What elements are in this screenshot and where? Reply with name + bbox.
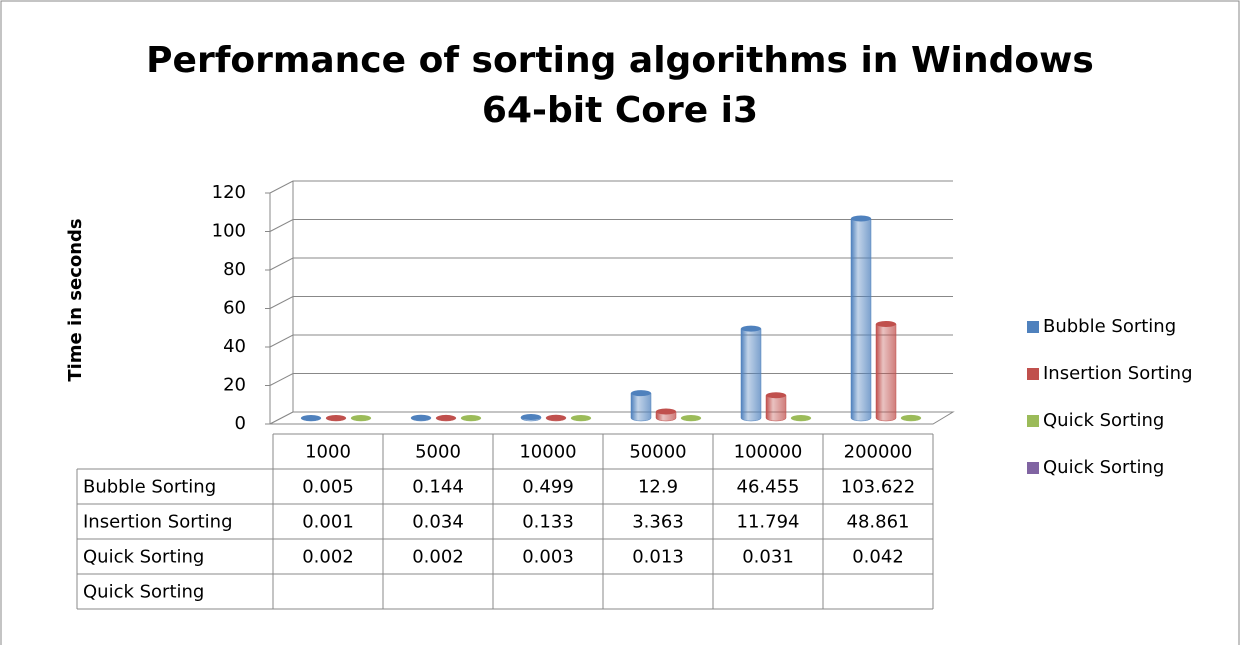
table-row-label: Quick Sorting bbox=[83, 547, 204, 568]
legend-label: Quick Sorting bbox=[1043, 457, 1164, 478]
bar bbox=[655, 408, 677, 422]
bar-top bbox=[461, 414, 481, 421]
x-tick-label: 50000 bbox=[629, 442, 686, 463]
table-cell: 0.003 bbox=[522, 547, 574, 568]
table-cell: 0.013 bbox=[632, 547, 684, 568]
bar bbox=[460, 414, 482, 422]
legend-swatch bbox=[1027, 368, 1039, 380]
x-tick-label: 200000 bbox=[844, 442, 913, 463]
bar-body bbox=[630, 392, 652, 422]
table-cell: 0.133 bbox=[522, 512, 574, 533]
table-cell: 0.144 bbox=[412, 477, 464, 498]
y-tick-label: 80 bbox=[223, 259, 246, 280]
floor bbox=[269, 411, 955, 425]
y-tick-label: 100 bbox=[212, 221, 246, 242]
legend-swatch bbox=[1027, 415, 1039, 427]
legend-swatch bbox=[1027, 462, 1039, 474]
bar bbox=[350, 414, 372, 422]
bar bbox=[520, 414, 542, 422]
bar-body bbox=[850, 218, 872, 422]
y-tick-label: 40 bbox=[223, 336, 246, 357]
table-cell: 0.031 bbox=[742, 547, 794, 568]
bar bbox=[300, 414, 322, 422]
bar-top bbox=[681, 414, 701, 421]
y-tick-label: 120 bbox=[212, 182, 246, 203]
table-cell: 0.499 bbox=[522, 477, 574, 498]
table-cell: 0.042 bbox=[852, 547, 904, 568]
bar bbox=[325, 414, 347, 422]
table-cell: 3.363 bbox=[632, 512, 684, 533]
table-cell: 11.794 bbox=[737, 512, 800, 533]
table-cell: 0.034 bbox=[412, 512, 464, 533]
bar bbox=[630, 390, 652, 422]
table-cell: 103.622 bbox=[841, 477, 915, 498]
table-cell: 46.455 bbox=[737, 477, 800, 498]
bar bbox=[790, 414, 812, 422]
bar bbox=[900, 414, 922, 422]
bar bbox=[435, 414, 457, 422]
table-cell: 0.001 bbox=[302, 512, 354, 533]
table-cell: 0.005 bbox=[302, 477, 354, 498]
chart-title: 64-bit Core i3 bbox=[482, 90, 758, 131]
bar-body bbox=[765, 395, 787, 422]
bar-top bbox=[436, 414, 456, 421]
bar-top bbox=[876, 320, 896, 327]
legend-label: Insertion Sorting bbox=[1043, 363, 1193, 384]
bar bbox=[850, 215, 872, 422]
bar-top bbox=[301, 414, 321, 421]
bar bbox=[875, 320, 897, 422]
bar-top bbox=[546, 414, 566, 421]
table-cell: 48.861 bbox=[847, 512, 910, 533]
bar-top bbox=[326, 414, 346, 421]
x-tick-label: 1000 bbox=[305, 442, 351, 463]
bar-top bbox=[631, 390, 651, 397]
legend-label: Quick Sorting bbox=[1043, 410, 1164, 431]
table-row-label: Bubble Sorting bbox=[83, 477, 216, 498]
y-tick-label: 0 bbox=[235, 413, 246, 434]
bar-body bbox=[875, 323, 897, 422]
bar-body bbox=[740, 328, 762, 422]
bar-top bbox=[791, 414, 811, 421]
legend-swatch bbox=[1027, 321, 1039, 333]
x-tick-label: 10000 bbox=[519, 442, 576, 463]
y-tick-label: 20 bbox=[223, 375, 246, 396]
bar-top bbox=[741, 325, 761, 332]
x-tick-label: 100000 bbox=[734, 442, 803, 463]
bar-top bbox=[521, 414, 541, 421]
table-cell: 0.002 bbox=[412, 547, 464, 568]
x-tick-label: 5000 bbox=[415, 442, 461, 463]
bar-top bbox=[656, 408, 676, 415]
bar-top bbox=[571, 414, 591, 421]
table-cell: 0.002 bbox=[302, 547, 354, 568]
bar-top bbox=[851, 215, 871, 222]
bar bbox=[410, 414, 432, 422]
bar-top bbox=[766, 392, 786, 399]
table-cell: 12.9 bbox=[638, 477, 678, 498]
bar bbox=[570, 414, 592, 422]
table-row-label: Insertion Sorting bbox=[83, 512, 233, 533]
bar bbox=[765, 392, 787, 422]
chart-title: Performance of sorting algorithms in Win… bbox=[146, 40, 1094, 81]
bar-top bbox=[411, 414, 431, 421]
bar bbox=[680, 414, 702, 422]
bar-top bbox=[901, 414, 921, 421]
y-axis-label: Time in seconds bbox=[65, 218, 86, 381]
legend-label: Bubble Sorting bbox=[1043, 316, 1176, 337]
bar bbox=[545, 414, 567, 422]
y-tick-label: 60 bbox=[223, 298, 246, 319]
bar-top bbox=[351, 414, 371, 421]
table-row-label: Quick Sorting bbox=[83, 582, 204, 603]
bar bbox=[740, 325, 762, 422]
